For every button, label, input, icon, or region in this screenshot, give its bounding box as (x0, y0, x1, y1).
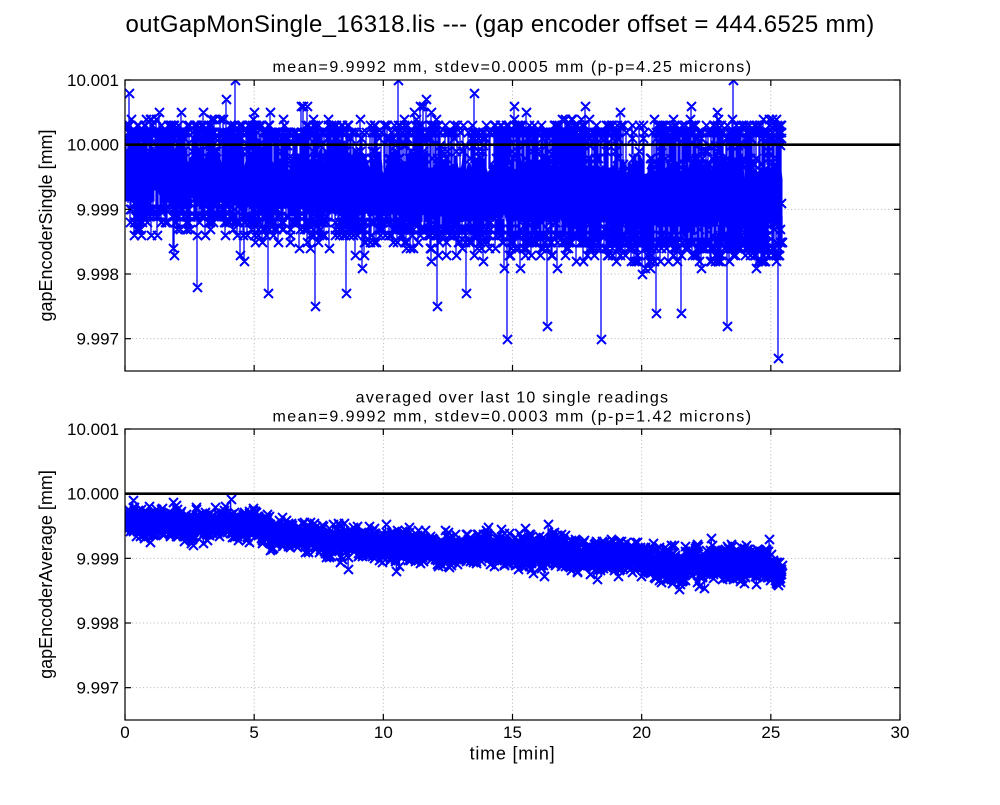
svg-text:10.000: 10.000 (67, 485, 119, 504)
svg-text:10.001: 10.001 (67, 420, 119, 439)
svg-text:outGapMonSingle_16318.lis ---: outGapMonSingle_16318.lis --- (gap encod… (125, 11, 874, 38)
svg-text:5: 5 (249, 723, 258, 742)
svg-text:10: 10 (374, 723, 393, 742)
svg-text:time [min]: time [min] (470, 744, 556, 764)
svg-text:25: 25 (761, 723, 780, 742)
svg-text:mean=9.9992 mm, stdev=0.0005 m: mean=9.9992 mm, stdev=0.0005 mm (p-p=4.2… (272, 59, 752, 76)
svg-text:averaged over last 10 single r: averaged over last 10 single readings (356, 390, 670, 407)
svg-text:9.997: 9.997 (76, 679, 119, 698)
svg-text:9.997: 9.997 (76, 330, 119, 349)
svg-text:9.999: 9.999 (76, 549, 119, 568)
svg-text:mean=9.9992 mm, stdev=0.0003 m: mean=9.9992 mm, stdev=0.0003 mm (p-p=1.4… (272, 409, 752, 426)
svg-text:9.998: 9.998 (76, 265, 119, 284)
svg-text:20: 20 (632, 723, 651, 742)
svg-text:15: 15 (503, 723, 522, 742)
svg-text:9.998: 9.998 (76, 614, 119, 633)
svg-text:9.999: 9.999 (76, 200, 119, 219)
svg-text:10.001: 10.001 (67, 71, 119, 90)
svg-text:gapEncoderSingle [mm]: gapEncoderSingle [mm] (36, 129, 56, 321)
svg-text:0: 0 (120, 723, 129, 742)
svg-text:gapEncoderAverage [mm]: gapEncoderAverage [mm] (36, 470, 56, 679)
svg-text:10.000: 10.000 (67, 136, 119, 155)
svg-text:30: 30 (891, 723, 910, 742)
